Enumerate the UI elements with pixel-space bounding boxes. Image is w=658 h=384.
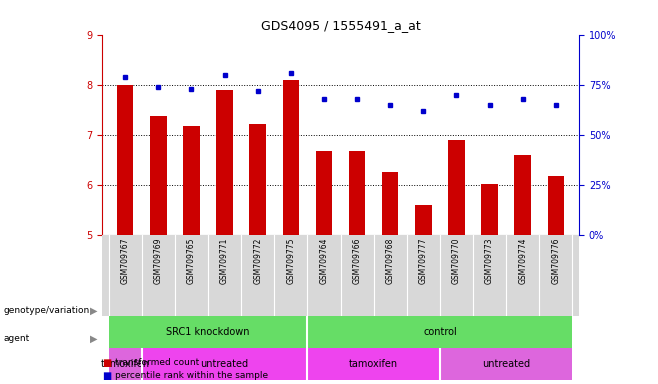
Text: GSM709777: GSM709777 [419, 238, 428, 285]
Text: GSM709775: GSM709775 [286, 238, 295, 285]
Bar [515, 155, 531, 235]
Text: SRC1 knockdown: SRC1 knockdown [166, 327, 250, 337]
Bar [109, 348, 141, 380]
Bar [448, 140, 465, 235]
Bar [481, 184, 498, 235]
Text: agent: agent [3, 334, 30, 343]
Bar [150, 116, 166, 235]
Text: GSM709773: GSM709773 [485, 238, 494, 285]
Text: ■: ■ [102, 358, 111, 368]
Bar [440, 348, 572, 380]
Bar [249, 124, 266, 235]
Text: untreated: untreated [201, 359, 249, 369]
Text: GSM709764: GSM709764 [319, 238, 328, 285]
Bar [141, 348, 307, 380]
Bar [382, 172, 399, 235]
Bar [216, 89, 233, 235]
Text: GSM709774: GSM709774 [519, 238, 527, 285]
Text: ▶: ▶ [90, 334, 97, 344]
Bar [117, 84, 134, 235]
Bar [415, 205, 432, 235]
Text: control: control [423, 327, 457, 337]
Text: untreated: untreated [482, 359, 530, 369]
Text: GSM709766: GSM709766 [353, 238, 362, 285]
Text: GSM709768: GSM709768 [386, 238, 395, 284]
Bar [282, 79, 299, 235]
Bar [307, 348, 440, 380]
Bar [183, 126, 200, 235]
Text: GSM709765: GSM709765 [187, 238, 196, 285]
Text: transformed count: transformed count [115, 358, 199, 367]
Title: GDS4095 / 1555491_a_at: GDS4095 / 1555491_a_at [261, 19, 420, 32]
Bar [109, 316, 307, 348]
Text: genotype/variation: genotype/variation [3, 306, 89, 315]
Bar [547, 175, 564, 235]
Text: tamoxifen: tamoxifen [101, 359, 150, 369]
Text: GSM709769: GSM709769 [154, 238, 163, 285]
Text: GSM709776: GSM709776 [551, 238, 561, 285]
Text: percentile rank within the sample: percentile rank within the sample [115, 371, 268, 380]
Text: GSM709771: GSM709771 [220, 238, 229, 284]
Text: ■: ■ [102, 371, 111, 381]
Bar [307, 316, 572, 348]
Text: GSM709767: GSM709767 [120, 238, 130, 285]
Text: ▶: ▶ [90, 305, 97, 315]
Text: GSM709772: GSM709772 [253, 238, 262, 284]
Bar [316, 151, 332, 235]
Bar [349, 151, 365, 235]
Text: tamoxifen: tamoxifen [349, 359, 398, 369]
Text: GSM709770: GSM709770 [452, 238, 461, 285]
